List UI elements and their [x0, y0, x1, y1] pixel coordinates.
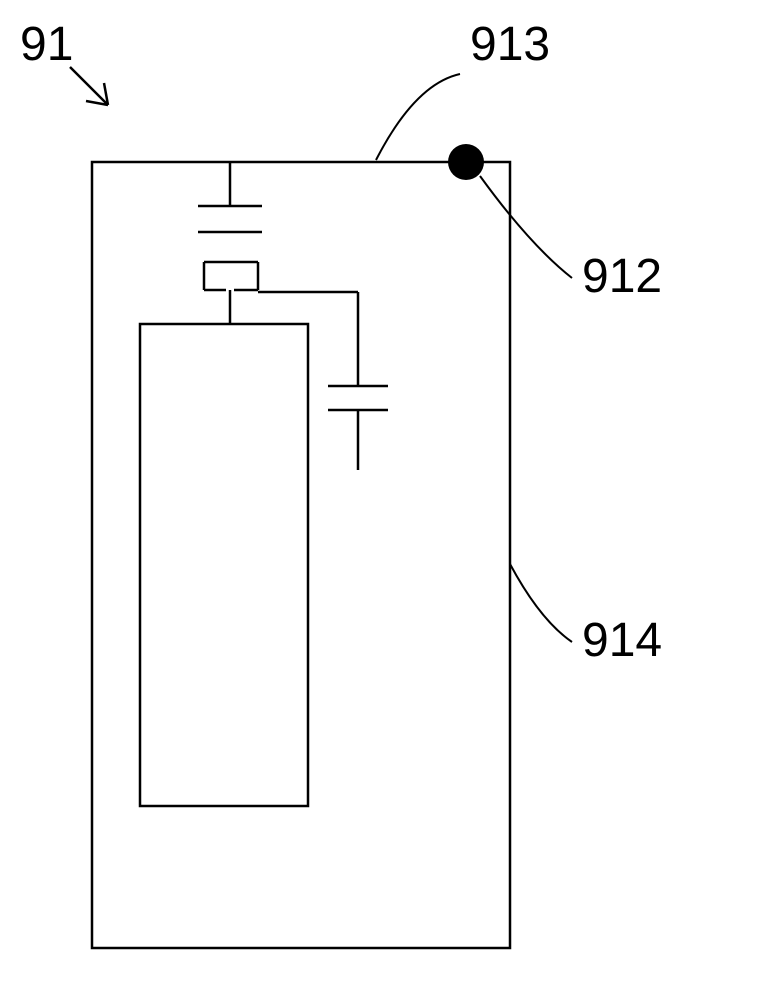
dot-912 [448, 144, 484, 180]
label-l91: 91 [20, 18, 73, 71]
leader-912 [480, 176, 572, 278]
label-l912: 912 [582, 250, 662, 303]
label-l913: 913 [470, 18, 550, 71]
label-l914: 914 [582, 614, 662, 667]
arrow-91-shaft [70, 67, 108, 105]
outer-rect [92, 162, 510, 948]
leader-914 [510, 564, 572, 642]
inner-rect [140, 324, 308, 806]
leader-913 [376, 74, 460, 160]
